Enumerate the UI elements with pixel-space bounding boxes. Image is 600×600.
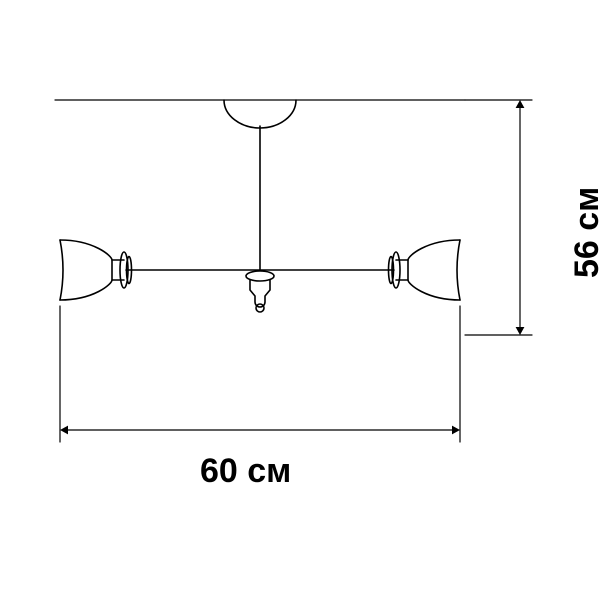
width-dimension-label: 60 см	[200, 452, 291, 491]
diagram-stage: 60 см 56 см	[0, 0, 600, 600]
height-dimension-label: 56 см	[568, 186, 600, 277]
diagram-svg	[0, 0, 600, 600]
